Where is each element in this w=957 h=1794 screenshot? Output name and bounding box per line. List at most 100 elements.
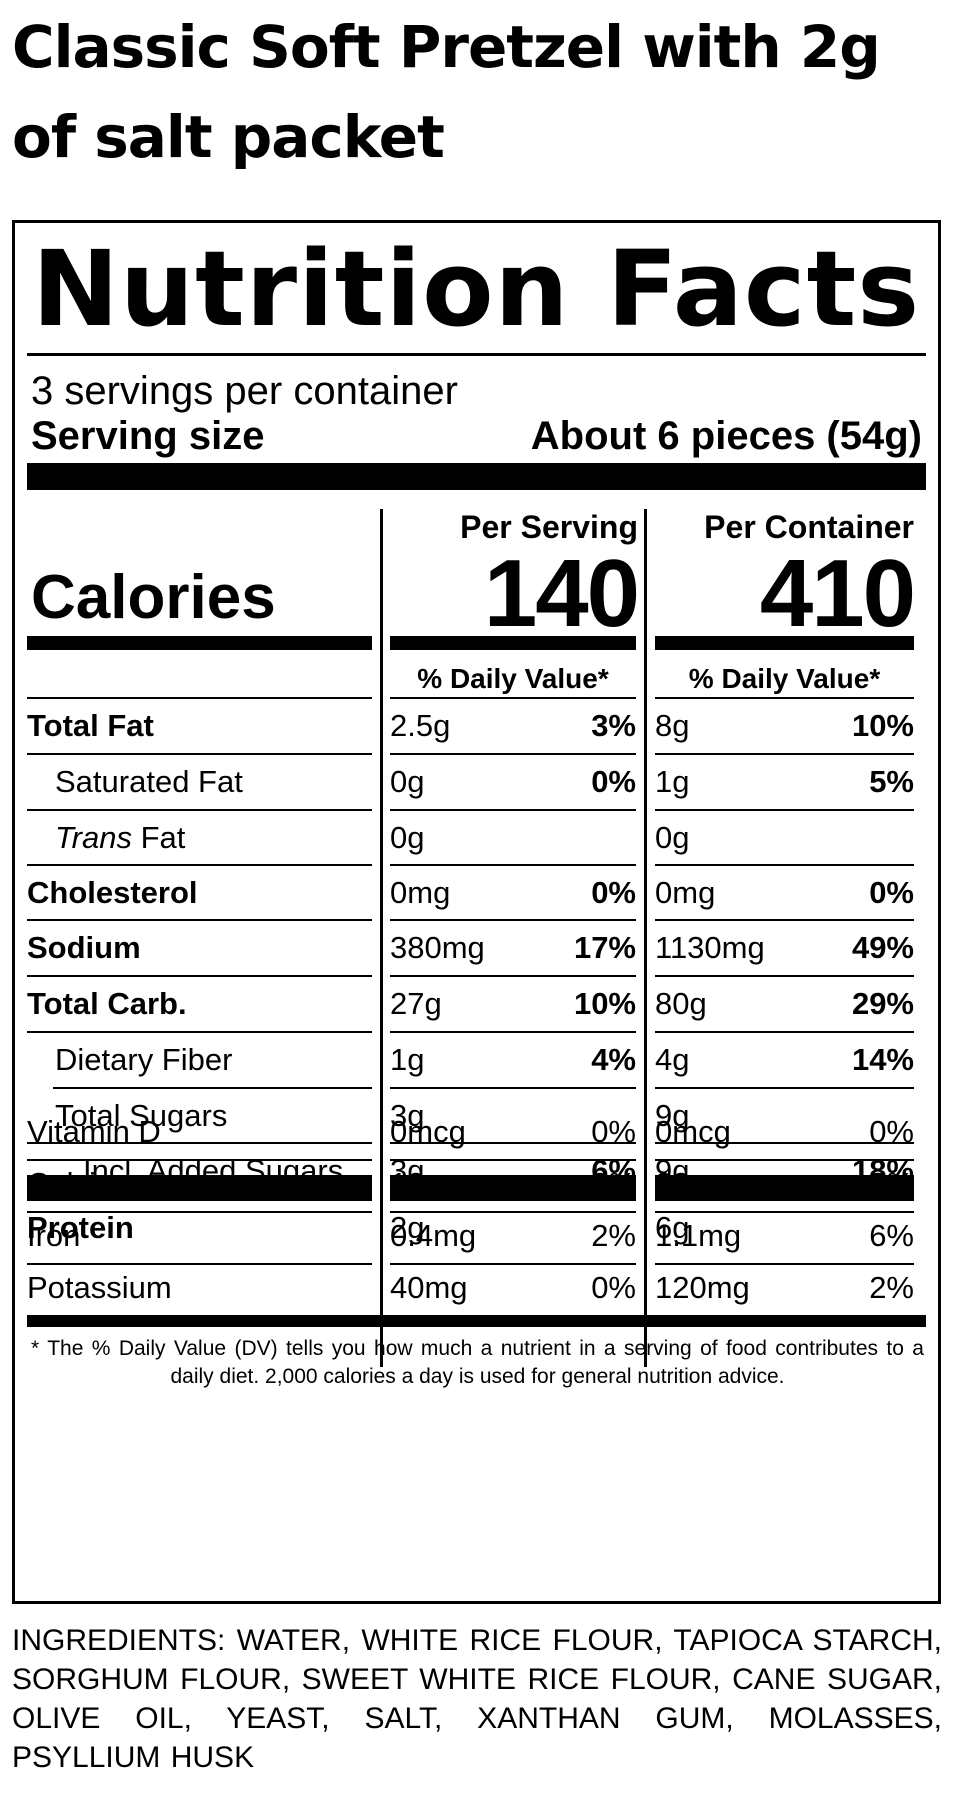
protein-bar-right	[655, 1175, 914, 1199]
row-divider	[655, 864, 914, 866]
vitamin-row-serving-dv: 0%	[591, 1166, 636, 1201]
row-divider	[27, 1211, 372, 1213]
row-divider	[390, 809, 636, 811]
serving-size-value: About 6 pieces (54g)	[530, 414, 922, 458]
nutrient-row: Saturated Fat 0g 0% 1g 5%	[15, 755, 938, 809]
nutrient-row-serving-dv: 0%	[591, 875, 636, 910]
nutrient-row-serving-amount: 1g	[390, 1042, 425, 1077]
vitamin-row: Vitamin D 0mcg 0% 0mcg 0%	[15, 1105, 938, 1159]
nutrient-row-container-dv: 29%	[851, 986, 914, 1021]
nutrient-row-container-dv: 5%	[869, 764, 914, 799]
nutrient-row-name: Total Sugars	[55, 1098, 228, 1133]
vitamin-row-name: Vitamin D	[27, 1114, 161, 1149]
row-divider	[390, 753, 636, 755]
row-divider	[655, 697, 914, 699]
protein-bar-mid	[390, 1175, 636, 1199]
vitamin-row: Iron 0.4mg 2% 1.1mg 6%	[15, 1209, 938, 1263]
row-divider	[390, 1159, 636, 1161]
nutrient-row-serving-amount: 27g	[390, 986, 442, 1021]
servings-per-container: 3 servings per container	[31, 369, 458, 413]
per-container-header: Per Container	[704, 509, 914, 545]
serving-size-label: Serving size	[31, 414, 265, 458]
row-divider	[390, 697, 636, 699]
nutrient-row-name: Total Fat	[27, 708, 154, 743]
vitamin-row-container-dv: 2%	[869, 1166, 914, 1201]
calories-bar-mid	[390, 636, 636, 650]
vitamin-row-container-amount: 120mg	[655, 1270, 750, 1305]
row-divider	[27, 919, 372, 921]
row-divider	[655, 1087, 914, 1089]
divider	[27, 353, 926, 356]
column-divider-left	[380, 509, 383, 1367]
calories-per-container: 410	[759, 540, 916, 647]
row-divider	[27, 1159, 372, 1161]
nutrient-row-container-dv: 14%	[851, 1042, 914, 1077]
nutrient-row-serving-dv: 3%	[591, 708, 636, 743]
nutrient-row-container-amount: 8g	[655, 708, 690, 743]
nutrient-row-name: Saturated Fat	[55, 764, 243, 799]
vitamin-row-container-dv: 6%	[869, 1218, 914, 1253]
vitamin-row-serving-amount: 0mcg	[390, 1114, 466, 1149]
row-divider	[655, 975, 914, 977]
nutrient-row-serving-dv: 17%	[573, 930, 636, 965]
nutrient-row-serving-amount: 2g	[390, 1210, 425, 1245]
row-divider	[655, 1263, 914, 1265]
nutrition-facts-panel: Nutrition Facts 3 servings per container…	[12, 220, 941, 1604]
nutrient-row-container-amount: 9g	[655, 1098, 690, 1133]
vitamin-row-container-dv: 0%	[869, 1114, 914, 1149]
row-divider	[390, 1263, 636, 1265]
nutrient-row-container-dv: 0%	[869, 875, 914, 910]
nutrient-row-name: Dietary Fiber	[55, 1042, 233, 1077]
nutrient-row-container-amount: 4g	[655, 1042, 690, 1077]
vitamin-row: Calcium 10mg 0% 20mg 2%	[15, 1157, 938, 1211]
nutrient-row-container-amount: 0mg	[655, 875, 716, 910]
daily-value-header-serving: % Daily Value*	[417, 663, 609, 694]
nutrient-row: Protein 2g 6g	[15, 1201, 938, 1255]
vitamin-row: Potassium 40mg 0% 120mg 2%	[15, 1261, 938, 1315]
vitamin-row-container-amount: 20mg	[655, 1166, 733, 1201]
row-divider	[27, 753, 372, 755]
nutrient-row: Sodium 380mg 17% 1130mg 49%	[15, 921, 938, 975]
nutrient-row-name: Cholesterol	[27, 875, 198, 910]
nutrient-row-container-amount: 0g	[655, 820, 690, 855]
nutrient-row: Cholesterol 0mg 0% 0mg 0%	[15, 866, 938, 920]
nutrient-row: Total Sugars 3g 9g	[15, 1089, 938, 1143]
nutrient-row-serving-amount: 380mg	[390, 930, 485, 965]
bottom-thick-divider	[27, 1315, 926, 1327]
nutrient-row: Dietary Fiber 1g 4% 4g 14%	[15, 1033, 938, 1087]
vitamin-row-serving-amount: 0.4mg	[390, 1218, 477, 1253]
vitamin-row-serving-dv: 0%	[591, 1270, 636, 1305]
row-divider	[390, 864, 636, 866]
row-divider	[390, 1031, 636, 1033]
nutrient-row-container-amount: 1130mg	[655, 930, 765, 965]
nutrient-row-name: Trans Fat	[55, 811, 185, 865]
row-divider	[390, 1087, 636, 1089]
nutrient-row-container-amount: 80g	[655, 986, 707, 1021]
nutrient-row-serving-amount: 2.5g	[390, 708, 451, 743]
row-divider	[390, 919, 636, 921]
nutrient-row: Trans Fat 0g 0g	[15, 811, 938, 865]
row-divider	[655, 753, 914, 755]
nutrient-row-name: Total Carb.	[27, 986, 187, 1021]
row-divider	[655, 809, 914, 811]
row-divider	[390, 1199, 636, 1201]
vitamin-row-name: Iron	[27, 1218, 81, 1253]
vitamin-row-container-dv: 2%	[869, 1270, 914, 1305]
row-divider	[27, 1031, 372, 1033]
row-divider	[655, 1211, 914, 1213]
row-divider	[27, 1142, 372, 1144]
row-divider	[27, 1263, 372, 1265]
ingredients-list: INGREDIENTS: WATER, WHITE RICE FLOUR, TA…	[12, 1624, 942, 1774]
row-divider	[390, 1211, 636, 1213]
thick-divider	[27, 463, 926, 490]
per-serving-header: Per Serving	[460, 509, 638, 545]
row-divider	[655, 1142, 914, 1144]
row-divider	[390, 1142, 636, 1144]
nutrient-row-serving-dv: 0%	[591, 764, 636, 799]
calories-bar-left	[27, 636, 372, 650]
daily-value-footnote: * The % Daily Value (DV) tells you how m…	[31, 1337, 924, 1388]
vitamin-row-container-amount: 0mcg	[655, 1114, 731, 1149]
nutrient-row-container-dv: 49%	[851, 930, 914, 965]
protein-bar-left	[27, 1175, 372, 1199]
vitamin-row-name: Potassium	[27, 1270, 172, 1305]
